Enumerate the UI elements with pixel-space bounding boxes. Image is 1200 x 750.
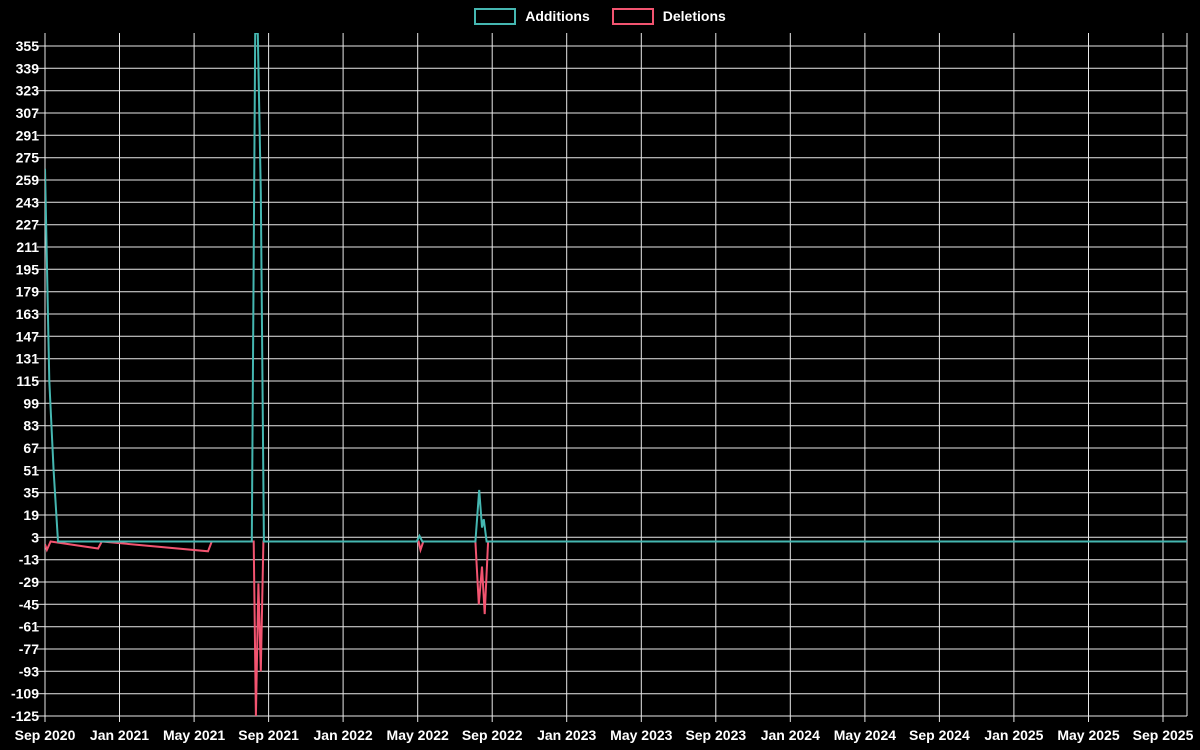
svg-text:339: 339 [16,60,40,76]
svg-text:131: 131 [16,351,40,367]
svg-text:3: 3 [31,529,39,545]
legend-label-additions: Additions [525,8,590,24]
additions-swatch-icon [474,7,517,25]
gridlines [37,33,1188,722]
svg-text:291: 291 [16,127,40,143]
svg-text:Sep 2020: Sep 2020 [15,727,76,743]
svg-text:Jan 2023: Jan 2023 [537,727,596,743]
svg-text:227: 227 [16,217,40,233]
svg-text:Jan 2024: Jan 2024 [761,727,820,743]
svg-text:Sep 2025: Sep 2025 [1133,727,1194,743]
svg-text:-93: -93 [19,663,39,679]
deletions-swatch-icon [611,7,654,25]
svg-text:323: 323 [16,83,40,99]
legend-label-deletions: Deletions [662,8,726,24]
y-axis-labels: 355 339 323 307 291 275 259 243 227 211 195 179 163 1… [11,38,39,724]
svg-text:51: 51 [23,462,39,478]
svg-text:115: 115 [16,373,39,389]
svg-text:-61: -61 [19,619,39,635]
svg-text:Sep 2023: Sep 2023 [685,727,746,743]
svg-text:243: 243 [16,194,40,210]
svg-text:May 2023: May 2023 [610,727,672,743]
svg-text:Sep 2024: Sep 2024 [909,727,970,743]
svg-text:May 2024: May 2024 [834,727,896,743]
svg-text:99: 99 [23,395,39,411]
svg-text:-109: -109 [11,686,39,702]
svg-text:Jan 2022: Jan 2022 [314,727,373,743]
legend-item-additions[interactable]: Additions [474,7,590,25]
svg-text:67: 67 [23,440,39,456]
legend-item-deletions[interactable]: Deletions [611,7,726,25]
additions-line [45,33,1187,543]
svg-text:-125: -125 [11,708,39,724]
deletions-line [45,540,1187,716]
svg-text:Jan 2021: Jan 2021 [90,727,149,743]
x-axis-labels: Sep 2020 Jan 2021 May 2021 Sep 2021 Jan 2022… [15,727,1194,743]
svg-text:-29: -29 [19,574,39,590]
svg-text:147: 147 [16,328,40,344]
svg-text:Jan 2025: Jan 2025 [984,727,1043,743]
svg-text:195: 195 [16,261,40,277]
svg-text:Sep 2021: Sep 2021 [238,727,299,743]
svg-text:83: 83 [23,418,39,434]
svg-text:355: 355 [16,38,40,54]
svg-text:Sep 2022: Sep 2022 [462,727,523,743]
svg-text:275: 275 [16,150,40,166]
chart-legend: Additions Deletions [0,7,1200,25]
svg-text:259: 259 [16,172,40,188]
svg-text:211: 211 [16,239,39,255]
svg-text:19: 19 [23,507,39,523]
svg-text:35: 35 [23,485,39,501]
svg-text:163: 163 [16,306,40,322]
svg-text:May 2022: May 2022 [387,727,449,743]
svg-text:307: 307 [16,105,40,121]
svg-text:May 2021: May 2021 [163,727,225,743]
svg-text:-13: -13 [19,552,39,568]
svg-text:-45: -45 [19,596,39,612]
svg-text:179: 179 [16,284,40,300]
svg-text:May 2025: May 2025 [1057,727,1119,743]
svg-text:-77: -77 [19,641,39,657]
